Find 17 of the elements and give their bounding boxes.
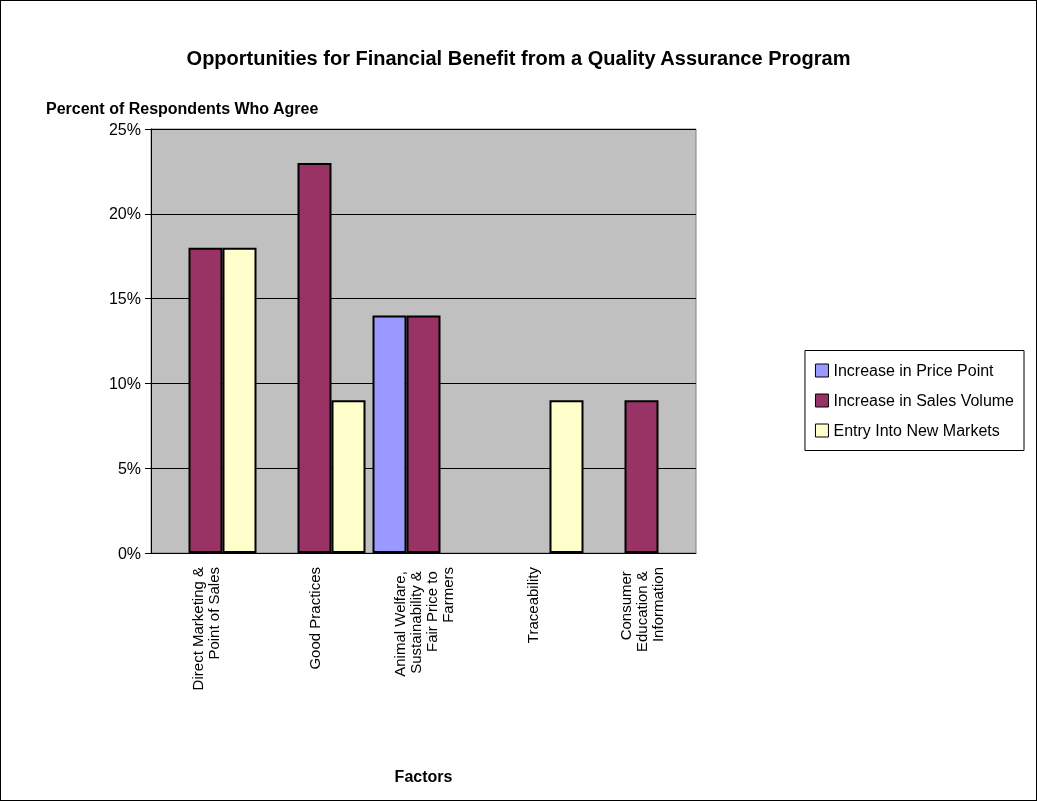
- legend-label: Increase in Sales Volume: [833, 392, 1015, 409]
- y-tick-label: 10%: [108, 374, 141, 392]
- y-tick-label: 5%: [117, 459, 141, 477]
- legend-label: Increase in Price Point: [833, 362, 995, 379]
- y-tick-label: 20%: [108, 205, 141, 223]
- x-tick-label: Direct Marketing & Point of Sales: [189, 567, 222, 691]
- x-tick-label: Consumer Education & Information: [617, 567, 666, 653]
- legend-label: Entry Into New Markets: [833, 422, 1000, 439]
- y-axis-title: Percent of Respondents Who Agree: [46, 99, 319, 117]
- x-tick-label: Animal Welfare, Sustainability & Fair Price to Farmers: [391, 567, 456, 677]
- x-tick-label: Traceability: [524, 566, 541, 644]
- x-axis-title: Factors: [394, 767, 453, 785]
- y-tick-label: 15%: [108, 290, 141, 308]
- x-tick-label: Good Practices: [306, 567, 323, 670]
- y-tick-label: 25%: [108, 120, 141, 138]
- chart-title: Opportunities for Financial Benefit from a Quality Assurance Program: [186, 47, 851, 69]
- y-tick-label: 0%: [117, 544, 141, 562]
